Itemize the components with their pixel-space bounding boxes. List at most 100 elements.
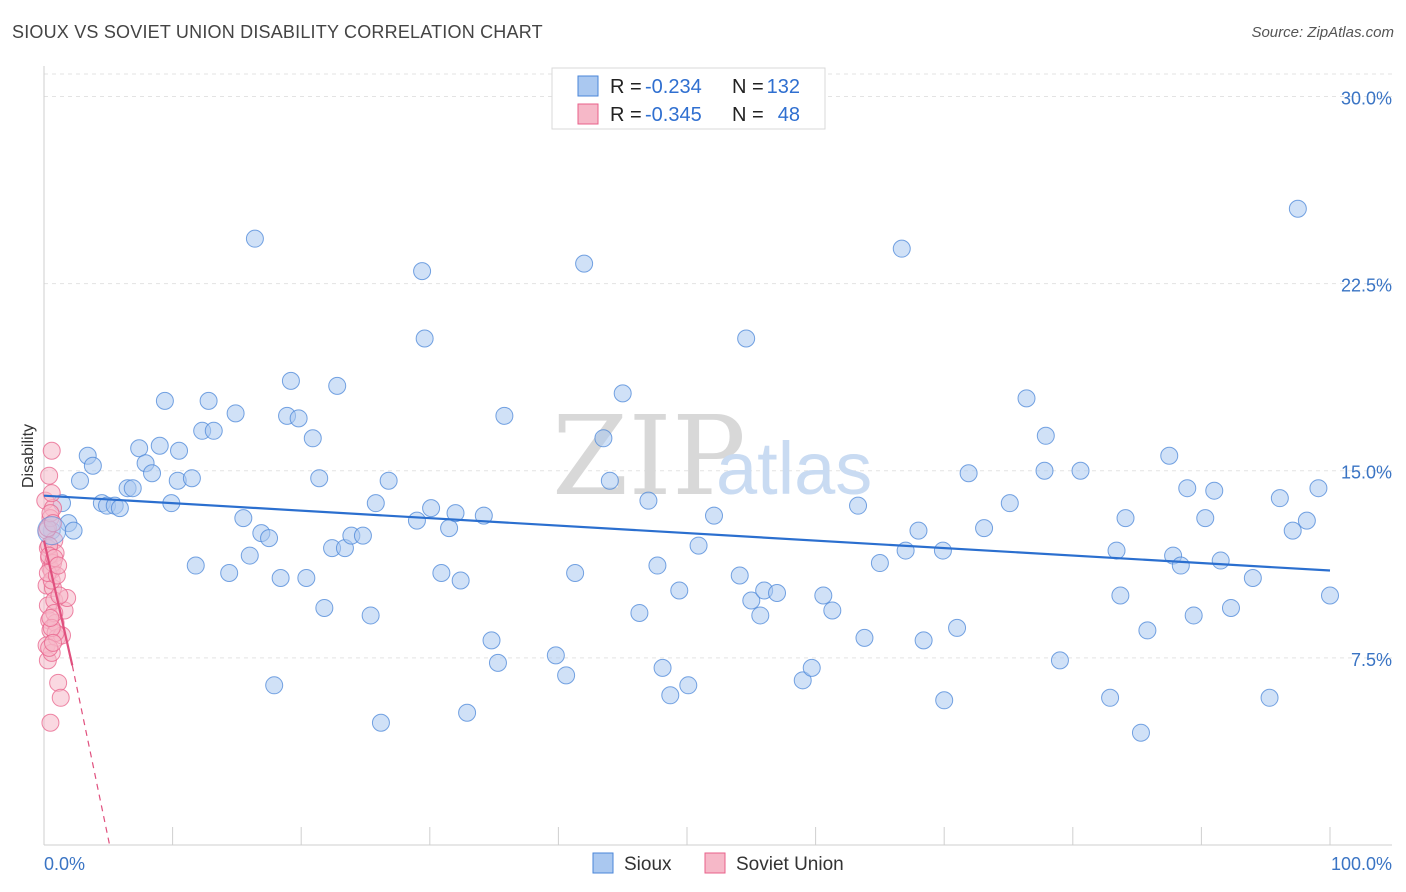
data-point xyxy=(768,583,787,602)
bottom-swatch-sioux xyxy=(592,852,614,874)
data-point xyxy=(41,713,60,732)
legend-n-label-2: N = xyxy=(732,104,764,126)
data-point xyxy=(742,591,761,610)
data-point xyxy=(1211,551,1230,570)
legend-r-value-2: -0.345 xyxy=(645,104,702,126)
data-point xyxy=(51,688,70,707)
legend-r-value-1: -0.234 xyxy=(645,76,702,98)
legend-n-value-1: 132 xyxy=(767,76,800,98)
data-point xyxy=(495,406,514,425)
data-point xyxy=(613,384,632,403)
data-point xyxy=(737,329,756,348)
data-point xyxy=(948,618,967,637)
data-point xyxy=(1071,461,1090,480)
data-point xyxy=(909,521,928,540)
data-point xyxy=(199,391,218,410)
data-point xyxy=(204,421,223,440)
data-point xyxy=(1036,426,1055,445)
y-tick-label: 30.0% xyxy=(1341,88,1392,108)
legend-swatch-sioux xyxy=(577,75,599,97)
data-point xyxy=(289,409,308,428)
data-point xyxy=(182,469,201,488)
data-point xyxy=(1221,598,1240,617)
data-point xyxy=(705,506,724,525)
legend-n-label-1: N = xyxy=(732,76,764,98)
data-point xyxy=(123,479,142,498)
data-point xyxy=(432,564,451,583)
data-point xyxy=(1101,688,1120,707)
data-point xyxy=(935,691,954,710)
bottom-swatch-soviet xyxy=(704,852,726,874)
data-point xyxy=(143,464,162,483)
data-point xyxy=(281,371,300,390)
data-point xyxy=(1309,479,1328,498)
tick-labels: 7.5% 15.0% 22.5% 30.0% 0.0% 100.0% xyxy=(44,88,1392,874)
data-point xyxy=(170,441,189,460)
x-tick-label-min: 0.0% xyxy=(44,854,85,874)
data-point xyxy=(271,569,290,588)
legend-top: R = -0.234 N = 132 R = -0.345 N = 48 xyxy=(551,67,826,130)
data-point xyxy=(661,686,680,705)
data-point xyxy=(639,491,658,510)
data-point xyxy=(600,471,619,490)
data-point xyxy=(594,429,613,448)
trend-lines xyxy=(42,494,1331,846)
data-point xyxy=(328,376,347,395)
bottom-legend-soviet: Soviet Union xyxy=(736,854,844,875)
y-axis-title: Disability xyxy=(20,424,37,488)
data-point xyxy=(422,499,441,518)
data-point xyxy=(557,666,576,685)
data-point xyxy=(630,603,649,622)
data-point xyxy=(1107,541,1126,560)
data-point xyxy=(1116,509,1135,528)
data-point xyxy=(855,628,874,647)
y-tick-label: 15.0% xyxy=(1341,463,1392,483)
data-point xyxy=(1283,521,1302,540)
data-point xyxy=(155,391,174,410)
data-point xyxy=(1171,556,1190,575)
data-point xyxy=(446,504,465,523)
data-point xyxy=(64,521,83,540)
data-point xyxy=(1288,199,1307,218)
data-point xyxy=(1035,461,1054,480)
data-point xyxy=(353,526,372,545)
data-point xyxy=(240,546,259,565)
gridlines xyxy=(44,73,1392,659)
data-point xyxy=(415,329,434,348)
data-point xyxy=(245,229,264,248)
y-tick-label: 7.5% xyxy=(1351,650,1392,670)
data-point xyxy=(303,429,322,448)
data-point xyxy=(265,676,284,695)
x-tick-label-max: 100.0% xyxy=(1331,854,1392,874)
data-point xyxy=(730,566,749,585)
data-point xyxy=(679,676,698,695)
data-point xyxy=(440,519,459,538)
data-point-large xyxy=(37,516,67,546)
trend-line-soviet xyxy=(42,540,74,666)
data-point xyxy=(1000,494,1019,513)
data-point xyxy=(1297,511,1316,530)
data-point xyxy=(959,464,978,483)
data-point xyxy=(689,536,708,555)
trend-line-sioux xyxy=(43,494,1331,572)
axes xyxy=(43,66,1392,846)
data-point xyxy=(413,262,432,281)
data-point xyxy=(379,471,398,490)
data-point xyxy=(474,506,493,525)
data-point xyxy=(44,514,63,533)
data-point xyxy=(220,564,239,583)
data-point xyxy=(40,466,59,485)
data-point xyxy=(371,713,390,732)
source-credit: Source: ZipAtlas.com xyxy=(1251,24,1394,41)
data-point xyxy=(83,456,102,475)
data-point xyxy=(451,571,470,590)
data-point xyxy=(42,441,61,460)
data-point xyxy=(50,586,69,605)
data-point xyxy=(150,436,169,455)
data-point xyxy=(933,541,952,560)
data-point xyxy=(361,606,380,625)
data-point xyxy=(458,703,477,722)
data-point xyxy=(575,254,594,273)
data-point xyxy=(1260,688,1279,707)
